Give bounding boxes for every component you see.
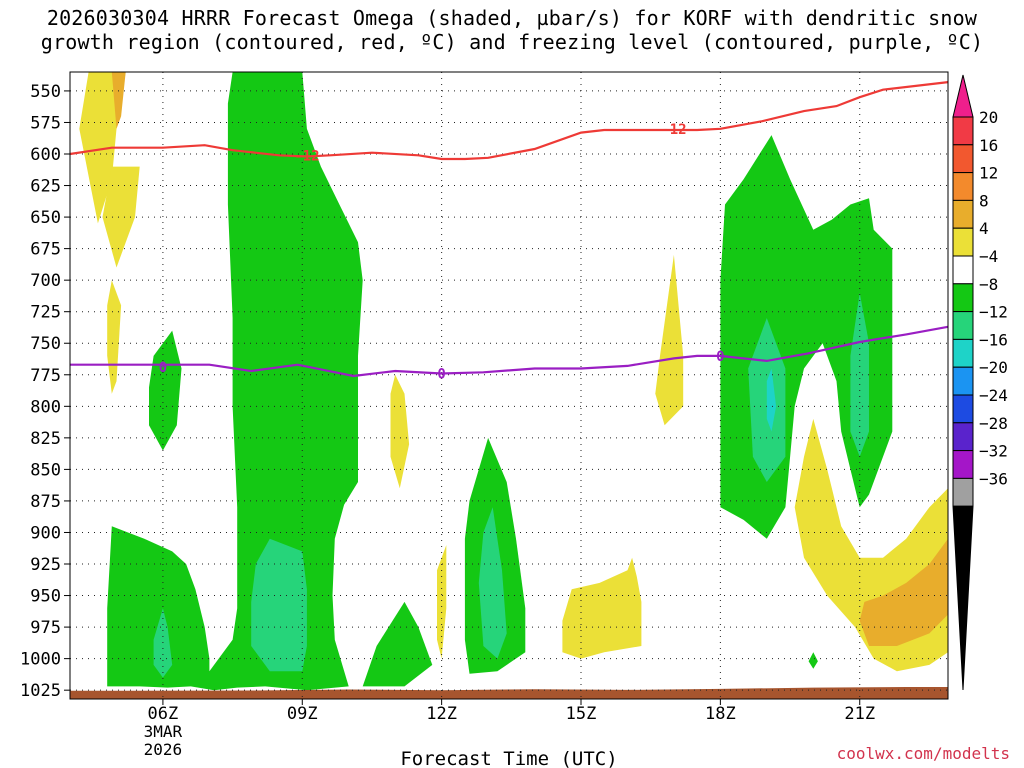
temperature-contours: -12 -12 0 0 0 xyxy=(69,81,949,383)
omega-field-2 xyxy=(111,72,126,129)
terrain-ground xyxy=(70,687,948,699)
pressure-axis: 550 575 600 625 650 675 700 725 750 775 800 825 850 8… xyxy=(20,82,70,701)
omega-field-21 xyxy=(808,652,818,669)
y-tick-label-14: 900 xyxy=(30,523,61,543)
y-tick-label-9: 775 xyxy=(30,366,61,386)
omega-field-10 xyxy=(437,545,447,659)
x-tick-label-2: 12Z xyxy=(426,704,457,724)
omega-field-14 xyxy=(655,254,684,426)
omega-field-9 xyxy=(390,374,410,489)
colorbar-swatch-3 xyxy=(952,199,974,229)
colorbar-swatch-13 xyxy=(952,477,974,507)
colorbar-label-5: −4 xyxy=(979,247,998,266)
omega-field-4 xyxy=(149,330,182,451)
date-label-0: 3MAR xyxy=(144,722,183,741)
omega-field-6 xyxy=(251,538,307,672)
y-tick-label-0: 550 xyxy=(30,82,61,102)
colorbar-label-7: −12 xyxy=(979,303,1008,322)
y-tick-label-12: 850 xyxy=(30,460,61,480)
colorbar-label-11: −28 xyxy=(979,414,1008,433)
omega-field-1 xyxy=(102,166,140,268)
dgz-contour-line xyxy=(69,81,949,161)
omega-field-17 xyxy=(850,292,869,457)
date-label-1: 2026 xyxy=(144,740,183,759)
omega-field-20 xyxy=(859,538,948,646)
y-tick-label-10: 800 xyxy=(30,397,61,417)
x-tick-label-4: 18Z xyxy=(705,704,736,724)
colorbar-top-triangle xyxy=(952,74,974,118)
omega-field-18 xyxy=(766,368,777,432)
omega-field-5 xyxy=(107,72,363,691)
chart-title: 2026030304 HRRR Forecast Omega (shaded, … xyxy=(0,6,1024,54)
colorbar-swatch-5 xyxy=(952,255,974,285)
colorbar-label-1: 16 xyxy=(979,136,998,155)
colorbar-label-0: 20 xyxy=(979,108,998,127)
x-tick-label-0: 06Z xyxy=(148,704,179,724)
chart-title-line-1: 2026030304 HRRR Forecast Omega (shaded, … xyxy=(46,6,978,30)
x-tick-label-1: 09Z xyxy=(287,704,318,724)
y-tick-label-7: 725 xyxy=(30,303,61,323)
omega-field-12 xyxy=(478,507,507,659)
colorbar-swatch-9 xyxy=(952,366,974,396)
colorbar-swatch-2 xyxy=(952,172,974,201)
omega-field-13 xyxy=(562,557,642,659)
freezing-contour-label-1: 0 xyxy=(437,367,445,383)
chart-title-line-2: growth region (contoured, red, ºC) and f… xyxy=(40,30,984,54)
credit-link[interactable]: coolwx.com/modelts xyxy=(836,744,1010,763)
x-tick-label-3: 15Z xyxy=(566,704,597,724)
colorbar-swatch-12 xyxy=(952,450,974,479)
omega-field-8 xyxy=(362,601,433,687)
dgz-contour-label-1: -12 xyxy=(661,122,686,138)
colorbar-label-12: −32 xyxy=(979,442,1008,461)
grid-lines xyxy=(70,72,948,699)
colorbar-label-2: 12 xyxy=(979,164,998,183)
y-tick-label-17: 975 xyxy=(30,618,61,638)
colorbar-bottom-triangle xyxy=(952,505,974,691)
colorbar-swatch-11 xyxy=(952,422,974,452)
colorbar-label-9: −20 xyxy=(979,358,1008,377)
freezing-contour-label-0: 0 xyxy=(159,360,167,376)
y-tick-label-3: 625 xyxy=(30,177,61,197)
colorbar-swatch-10 xyxy=(952,394,974,424)
colorbar-label-8: −16 xyxy=(979,330,1008,349)
y-tick-label-13: 875 xyxy=(30,492,61,512)
dgz-contour-label-0: -12 xyxy=(294,148,319,164)
y-tick-label-11: 825 xyxy=(30,429,61,449)
omega-shading xyxy=(79,72,948,691)
freezing-contour-line xyxy=(70,325,949,378)
terrain-layer xyxy=(70,687,948,699)
y-tick-label-6: 700 xyxy=(30,271,61,291)
colorbar-swatch-8 xyxy=(952,338,974,368)
y-tick-label-2: 600 xyxy=(30,145,61,165)
colorbar-swatch-1 xyxy=(952,144,974,174)
colorbar-label-4: 4 xyxy=(979,219,989,238)
omega-field-0 xyxy=(79,72,126,224)
colorbar-swatch-0 xyxy=(952,116,974,146)
plot-frame xyxy=(69,71,949,700)
colorbar-swatch-7 xyxy=(952,311,974,340)
omega-field-3 xyxy=(107,280,122,394)
colorbar-label-10: −24 xyxy=(979,386,1008,405)
y-tick-label-1: 575 xyxy=(30,113,61,133)
y-tick-label-15: 925 xyxy=(30,555,61,575)
colorbar-label-3: 8 xyxy=(979,191,989,210)
y-tick-label-16: 950 xyxy=(30,587,61,607)
y-tick-label-4: 650 xyxy=(30,208,61,228)
y-tick-label-8: 750 xyxy=(30,334,61,354)
colorbar: 20 16 12 8 4 −4 −8 −12 −16 −20 −24 −28 −32 −36 xyxy=(952,74,1008,691)
x-axis-label: Forecast Time (UTC) xyxy=(400,748,617,768)
y-tick-label-18: 1000 xyxy=(20,650,61,670)
colorbar-swatch-4 xyxy=(952,227,974,257)
y-tick-label-19: 1025 xyxy=(20,681,61,701)
colorbar-label-13: −36 xyxy=(979,469,1008,488)
y-tick-label-5: 675 xyxy=(30,240,61,260)
colorbar-swatch-6 xyxy=(952,283,974,313)
freezing-contour-label-2: 0 xyxy=(716,349,724,365)
colorbar-label-6: −8 xyxy=(979,275,998,294)
x-tick-label-5: 21Z xyxy=(844,704,875,724)
